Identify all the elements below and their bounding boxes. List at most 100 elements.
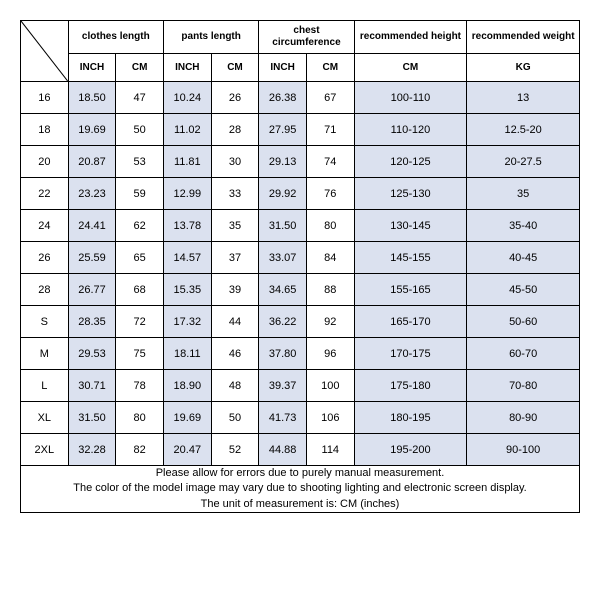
table-row: 2020.875311.813029.1374120-12520-27.5 [21, 146, 580, 178]
cell-chest-inch: 34.65 [259, 274, 307, 306]
cell-clothes-inch: 20.87 [68, 146, 116, 178]
table-row: 1618.504710.242626.3867100-11013 [21, 82, 580, 114]
cell-size: 22 [21, 178, 69, 210]
cell-chest-cm: 71 [306, 114, 354, 146]
cell-clothes-cm: 80 [116, 402, 164, 434]
subheader-pants-cm: CM [211, 54, 259, 82]
cell-chest-cm: 106 [306, 402, 354, 434]
cell-clothes-inch: 24.41 [68, 210, 116, 242]
cell-chest-cm: 100 [306, 370, 354, 402]
subheader-chest-cm: CM [306, 54, 354, 82]
cell-size: 2XL [21, 434, 69, 466]
cell-pants-cm: 50 [211, 402, 259, 434]
cell-chest-inch: 39.37 [259, 370, 307, 402]
subheader-clothes-cm: CM [116, 54, 164, 82]
subheader-rh-unit: CM [354, 54, 467, 82]
cell-size: 18 [21, 114, 69, 146]
cell-clothes-inch: 31.50 [68, 402, 116, 434]
subheader-pants-inch: INCH [163, 54, 211, 82]
cell-clothes-inch: 19.69 [68, 114, 116, 146]
cell-pants-inch: 18.90 [163, 370, 211, 402]
cell-clothes-inch: 26.77 [68, 274, 116, 306]
table-row: 1819.695011.022827.9571110-12012.5-20 [21, 114, 580, 146]
cell-clothes-cm: 75 [116, 338, 164, 370]
cell-recommended-height: 195-200 [354, 434, 467, 466]
cell-recommended-weight: 35 [467, 178, 580, 210]
cell-pants-inch: 15.35 [163, 274, 211, 306]
header-recommended-height: recommended height [354, 21, 467, 54]
cell-clothes-inch: 25.59 [68, 242, 116, 274]
cell-recommended-weight: 60-70 [467, 338, 580, 370]
cell-recommended-height: 155-165 [354, 274, 467, 306]
cell-recommended-weight: 80-90 [467, 402, 580, 434]
cell-size: 26 [21, 242, 69, 274]
table-row: 2826.776815.353934.6588155-16545-50 [21, 274, 580, 306]
table-row: S28.357217.324436.2292165-17050-60 [21, 306, 580, 338]
diagonal-line-icon [21, 21, 68, 81]
table-row: 2XL32.288220.475244.88114195-20090-100 [21, 434, 580, 466]
cell-pants-cm: 48 [211, 370, 259, 402]
cell-pants-inch: 12.99 [163, 178, 211, 210]
cell-chest-cm: 88 [306, 274, 354, 306]
cell-size: 16 [21, 82, 69, 114]
cell-size: 20 [21, 146, 69, 178]
cell-pants-cm: 26 [211, 82, 259, 114]
cell-recommended-height: 175-180 [354, 370, 467, 402]
cell-pants-inch: 18.11 [163, 338, 211, 370]
cell-recommended-height: 165-170 [354, 306, 467, 338]
cell-pants-inch: 11.81 [163, 146, 211, 178]
cell-size: S [21, 306, 69, 338]
cell-chest-inch: 29.13 [259, 146, 307, 178]
cell-size: M [21, 338, 69, 370]
cell-recommended-height: 120-125 [354, 146, 467, 178]
cell-pants-inch: 20.47 [163, 434, 211, 466]
cell-recommended-weight: 40-45 [467, 242, 580, 274]
cell-chest-inch: 29.92 [259, 178, 307, 210]
cell-chest-inch: 31.50 [259, 210, 307, 242]
subheader-rw-unit: KG [467, 54, 580, 82]
cell-chest-inch: 27.95 [259, 114, 307, 146]
table-body: 1618.504710.242626.3867100-110131819.695… [21, 82, 580, 466]
cell-clothes-inch: 28.35 [68, 306, 116, 338]
cell-chest-inch: 36.22 [259, 306, 307, 338]
table-row: 2424.416213.783531.5080130-14535-40 [21, 210, 580, 242]
cell-recommended-height: 125-130 [354, 178, 467, 210]
cell-chest-cm: 67 [306, 82, 354, 114]
subheader-clothes-inch: INCH [68, 54, 116, 82]
cell-chest-inch: 26.38 [259, 82, 307, 114]
cell-recommended-height: 180-195 [354, 402, 467, 434]
cell-clothes-cm: 72 [116, 306, 164, 338]
cell-chest-inch: 33.07 [259, 242, 307, 274]
table-header: clothes length pants length chest circum… [21, 21, 580, 82]
cell-pants-inch: 14.57 [163, 242, 211, 274]
cell-clothes-inch: 23.23 [68, 178, 116, 210]
header-clothes-length: clothes length [68, 21, 163, 54]
cell-pants-inch: 13.78 [163, 210, 211, 242]
size-chart-table: clothes length pants length chest circum… [20, 20, 580, 513]
cell-pants-inch: 10.24 [163, 82, 211, 114]
cell-chest-cm: 84 [306, 242, 354, 274]
cell-recommended-height: 170-175 [354, 338, 467, 370]
cell-pants-cm: 33 [211, 178, 259, 210]
cell-pants-cm: 35 [211, 210, 259, 242]
cell-chest-cm: 96 [306, 338, 354, 370]
table-row: 2223.235912.993329.9276125-13035 [21, 178, 580, 210]
cell-clothes-cm: 68 [116, 274, 164, 306]
cell-size: 24 [21, 210, 69, 242]
cell-pants-cm: 37 [211, 242, 259, 274]
cell-recommended-weight: 13 [467, 82, 580, 114]
cell-clothes-inch: 32.28 [68, 434, 116, 466]
cell-pants-cm: 46 [211, 338, 259, 370]
cell-chest-cm: 114 [306, 434, 354, 466]
header-chest-circumference: chest circumference [259, 21, 354, 54]
header-diagonal-cell [21, 21, 69, 82]
cell-pants-cm: 28 [211, 114, 259, 146]
cell-clothes-inch: 29.53 [68, 338, 116, 370]
cell-recommended-weight: 45-50 [467, 274, 580, 306]
cell-pants-inch: 19.69 [163, 402, 211, 434]
cell-recommended-weight: 90-100 [467, 434, 580, 466]
cell-recommended-weight: 70-80 [467, 370, 580, 402]
cell-clothes-cm: 50 [116, 114, 164, 146]
cell-clothes-inch: 30.71 [68, 370, 116, 402]
cell-clothes-inch: 18.50 [68, 82, 116, 114]
